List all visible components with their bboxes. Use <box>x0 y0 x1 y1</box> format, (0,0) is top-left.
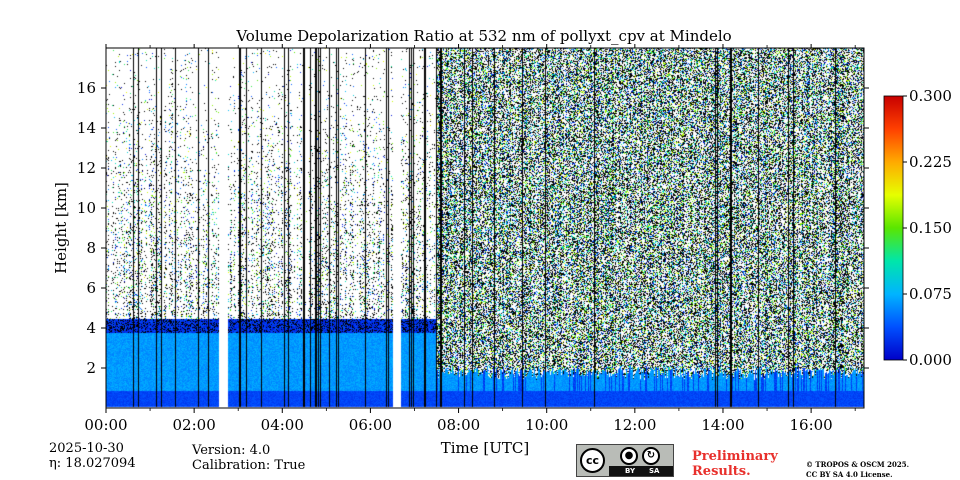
colorbar-tick-label: 0.075 <box>909 285 952 303</box>
x-axis: 00:00 02:00 04:00 06:00 08:00 10:00 12:00 14:00… <box>84 44 856 434</box>
colorbar-gradient <box>883 95 904 361</box>
y-tick-label: 4 <box>86 319 96 337</box>
by-label: BY <box>625 467 636 475</box>
copyright-line1: © TROPOS & OSCM 2025. <box>806 460 910 469</box>
y-tick-label: 8 <box>86 239 96 257</box>
x-tick-label: 06:00 <box>349 416 392 434</box>
preliminary-notice: Preliminary Results. <box>692 449 778 479</box>
y-tick-label: 10 <box>77 199 96 217</box>
preliminary-line1: Preliminary <box>692 449 778 464</box>
x-tick-label: 08:00 <box>437 416 480 434</box>
sa-label: SA <box>649 467 660 475</box>
y-axis: 2 4 6 8 10 12 14 16 <box>77 79 869 377</box>
x-axis-label: Time [UTC] <box>441 439 530 457</box>
date-label: 2025-10-30 <box>49 441 124 456</box>
colorbar-tick-label: 0.300 <box>909 87 952 105</box>
cc-license-badge: cc ● ↻ BY SA <box>576 444 674 477</box>
copyright-line2: CC BY SA 4.0 License. <box>806 470 893 479</box>
y-tick-label: 12 <box>77 159 96 177</box>
copyright-notice: © TROPOS & OSCM 2025. CC BY SA 4.0 Licen… <box>806 460 909 480</box>
y-tick-label: 2 <box>86 359 96 377</box>
colorbar-tick-label: 0.225 <box>909 153 952 171</box>
chart-title: Volume Depolarization Ratio at 532 nm of… <box>235 27 731 45</box>
eta-label: η: 18.027094 <box>49 456 136 471</box>
depolarization-heatmap <box>106 48 864 408</box>
colorbar-tick-label: 0.150 <box>909 219 952 237</box>
x-tick-label: 14:00 <box>701 416 744 434</box>
attribution-icon: ● <box>620 447 638 465</box>
share-alike-icon: ↻ <box>642 447 660 465</box>
colorbar: 0.000 0.075 0.150 0.225 0.300 <box>883 87 952 369</box>
y-tick-label: 14 <box>77 119 96 137</box>
x-tick-label: 00:00 <box>84 416 127 434</box>
license-strip: BY SA <box>609 466 673 476</box>
x-tick-label: 02:00 <box>173 416 216 434</box>
x-tick-label: 16:00 <box>789 416 832 434</box>
y-axis-label: Height [km] <box>52 182 70 274</box>
y-tick-label: 6 <box>86 279 96 297</box>
x-tick-label: 04:00 <box>261 416 304 434</box>
colorbar-tick-label: 0.000 <box>909 351 952 369</box>
y-tick-label: 16 <box>77 79 96 97</box>
plot-area <box>105 47 865 409</box>
info-left: 2025-10-30 η: 18.027094 <box>49 441 136 471</box>
plot-frame <box>105 47 865 409</box>
x-tick-label: 12:00 <box>613 416 656 434</box>
colorbar-ticks: 0.000 0.075 0.150 0.225 0.300 <box>903 87 952 369</box>
info-right: Version: 4.0 Calibration: True <box>192 443 305 473</box>
preliminary-line2: Results. <box>692 464 751 479</box>
cc-icon: cc <box>580 448 605 473</box>
x-tick-label: 10:00 <box>525 416 568 434</box>
version-label: Version: 4.0 <box>192 443 271 458</box>
calibration-label: Calibration: True <box>192 458 306 473</box>
